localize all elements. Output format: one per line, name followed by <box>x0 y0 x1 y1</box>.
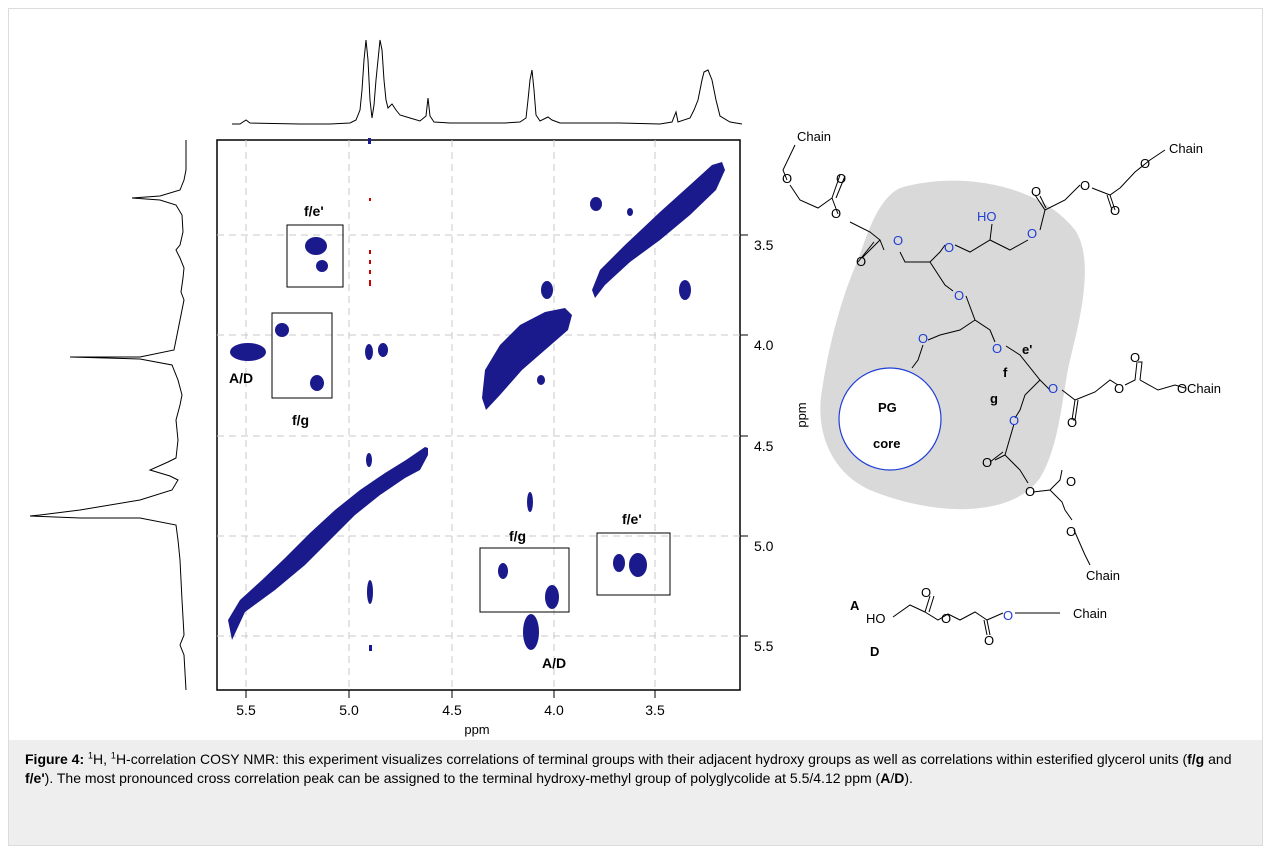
top-1d-spectrum <box>232 39 743 125</box>
ho-label: HO <box>977 209 997 224</box>
nmr-figure: f/e' A/D f/g f/g f/e' A/D 5.5 5.0 4.5 4.… <box>29 39 1221 737</box>
y-tick-2: 4.0 <box>754 337 774 353</box>
svg-text:O: O <box>856 254 866 269</box>
svg-text:O: O <box>1066 474 1076 489</box>
y-tick-4: 5.0 <box>754 538 774 554</box>
core-label-2: core <box>873 436 900 451</box>
svg-text:O: O <box>782 171 792 186</box>
svg-text:O: O <box>1025 484 1035 499</box>
cosy-peaks <box>228 138 725 651</box>
left-1d-spectrum <box>29 140 187 691</box>
figure-caption: Figure 4: 1H, 1H-correlation COSY NMR: t… <box>9 740 1262 845</box>
x-tick-5: 3.5 <box>645 702 665 718</box>
svg-text:O: O <box>1114 381 1124 396</box>
svg-text:O: O <box>1009 413 1019 428</box>
label-ad-left: A/D <box>229 370 253 386</box>
svg-text:O: O <box>918 331 928 346</box>
svg-text:O: O <box>941 611 951 626</box>
svg-text:O: O <box>982 455 992 470</box>
svg-text:O: O <box>1048 381 1058 396</box>
svg-text:O: O <box>836 171 846 186</box>
label-D: D <box>870 644 879 659</box>
svg-text:O: O <box>1067 415 1077 430</box>
label-f: f <box>1003 365 1008 380</box>
svg-text:O: O <box>921 585 931 600</box>
peak-mid-1 <box>541 281 553 299</box>
svg-text:O: O <box>992 341 1002 356</box>
peak-vert-4 <box>527 492 533 512</box>
x-tick-2: 5.0 <box>339 702 359 718</box>
chain-label-3: Chain <box>1187 381 1221 396</box>
y-tick-3: 4.5 <box>754 438 774 454</box>
peak-ad-left <box>230 343 266 361</box>
label-A: A <box>850 598 860 613</box>
svg-text:O: O <box>1177 381 1187 396</box>
svg-text:O: O <box>1027 226 1037 241</box>
peak-vert-3 <box>367 580 373 604</box>
label-g: g <box>990 391 998 406</box>
peak-fe-top-2 <box>316 260 328 272</box>
svg-text:O: O <box>1003 608 1013 623</box>
ho-small-label: HO <box>866 611 886 626</box>
core-label-1: PG <box>878 400 897 415</box>
bonds <box>782 144 1186 636</box>
y-axis-title: ppm <box>794 402 809 427</box>
svg-text:O: O <box>893 233 903 248</box>
peak-fg-left-2 <box>310 375 324 391</box>
peak-fg-bottom-2 <box>545 585 559 609</box>
chain-label-5: Chain <box>1073 606 1107 621</box>
label-fg-left: f/g <box>292 412 309 428</box>
label-fg-bottom: f/g <box>509 528 526 544</box>
peak-mid-2 <box>679 280 691 300</box>
chain-label-1: Chain <box>797 129 831 144</box>
x-axis-title: ppm <box>464 722 489 737</box>
y-tick-1: 3.5 <box>754 237 774 253</box>
peak-fg-bottom-1 <box>498 563 508 579</box>
pg-core-circle <box>838 367 942 471</box>
label-fe-top: f/e' <box>304 203 324 219</box>
chemical-structure: PG core O O O O O O O O O O O <box>782 129 1221 659</box>
peak-fe-right-2 <box>629 553 647 577</box>
hetero-oxygen-labels: O O O O O O O O O HO <box>893 209 1058 623</box>
peak-fe-top-1 <box>305 237 327 255</box>
caption-label: Figure 4: <box>25 751 85 767</box>
svg-text:O: O <box>1031 184 1041 199</box>
svg-text:O: O <box>831 206 841 221</box>
oxygen-labels: O O O O O O O O O O O O O O O O O O O <box>782 156 1187 648</box>
peak-small-3 <box>627 208 633 216</box>
peak-fg-left-1 <box>275 323 289 337</box>
peak-small-1 <box>537 375 545 385</box>
x-tick-1: 5.5 <box>236 702 256 718</box>
peak-mid-3 <box>590 197 602 211</box>
chain-label-2: Chain <box>1169 141 1203 156</box>
peak-boxes <box>271 224 671 613</box>
svg-text:O: O <box>1140 156 1150 171</box>
label-e: e' <box>1022 342 1032 357</box>
label-ad-bottom: A/D <box>542 655 566 671</box>
svg-text:O: O <box>944 240 954 255</box>
svg-text:O: O <box>1110 203 1120 218</box>
svg-text:O: O <box>1066 524 1076 539</box>
peak-vert-5 <box>366 453 372 467</box>
peak-vert-2 <box>378 343 388 357</box>
y-tick-5: 5.5 <box>754 638 774 654</box>
x-tick-4: 4.0 <box>544 702 564 718</box>
diagonal-peak-middle <box>482 308 572 410</box>
label-fe-right: f/e' <box>622 511 642 527</box>
x-tick-3: 4.5 <box>442 702 462 718</box>
svg-text:O: O <box>954 288 964 303</box>
svg-text:O: O <box>984 633 994 648</box>
peak-fe-right-1 <box>613 554 625 572</box>
peak-small-2 <box>654 228 662 236</box>
svg-text:O: O <box>1130 350 1140 365</box>
svg-text:O: O <box>1080 178 1090 193</box>
chain-label-4: Chain <box>1086 568 1120 583</box>
diagonal-peak-lower <box>228 447 428 640</box>
peak-vert-1 <box>365 344 373 360</box>
peak-ad-bottom <box>523 614 539 650</box>
x-axis-ticks <box>245 234 748 698</box>
